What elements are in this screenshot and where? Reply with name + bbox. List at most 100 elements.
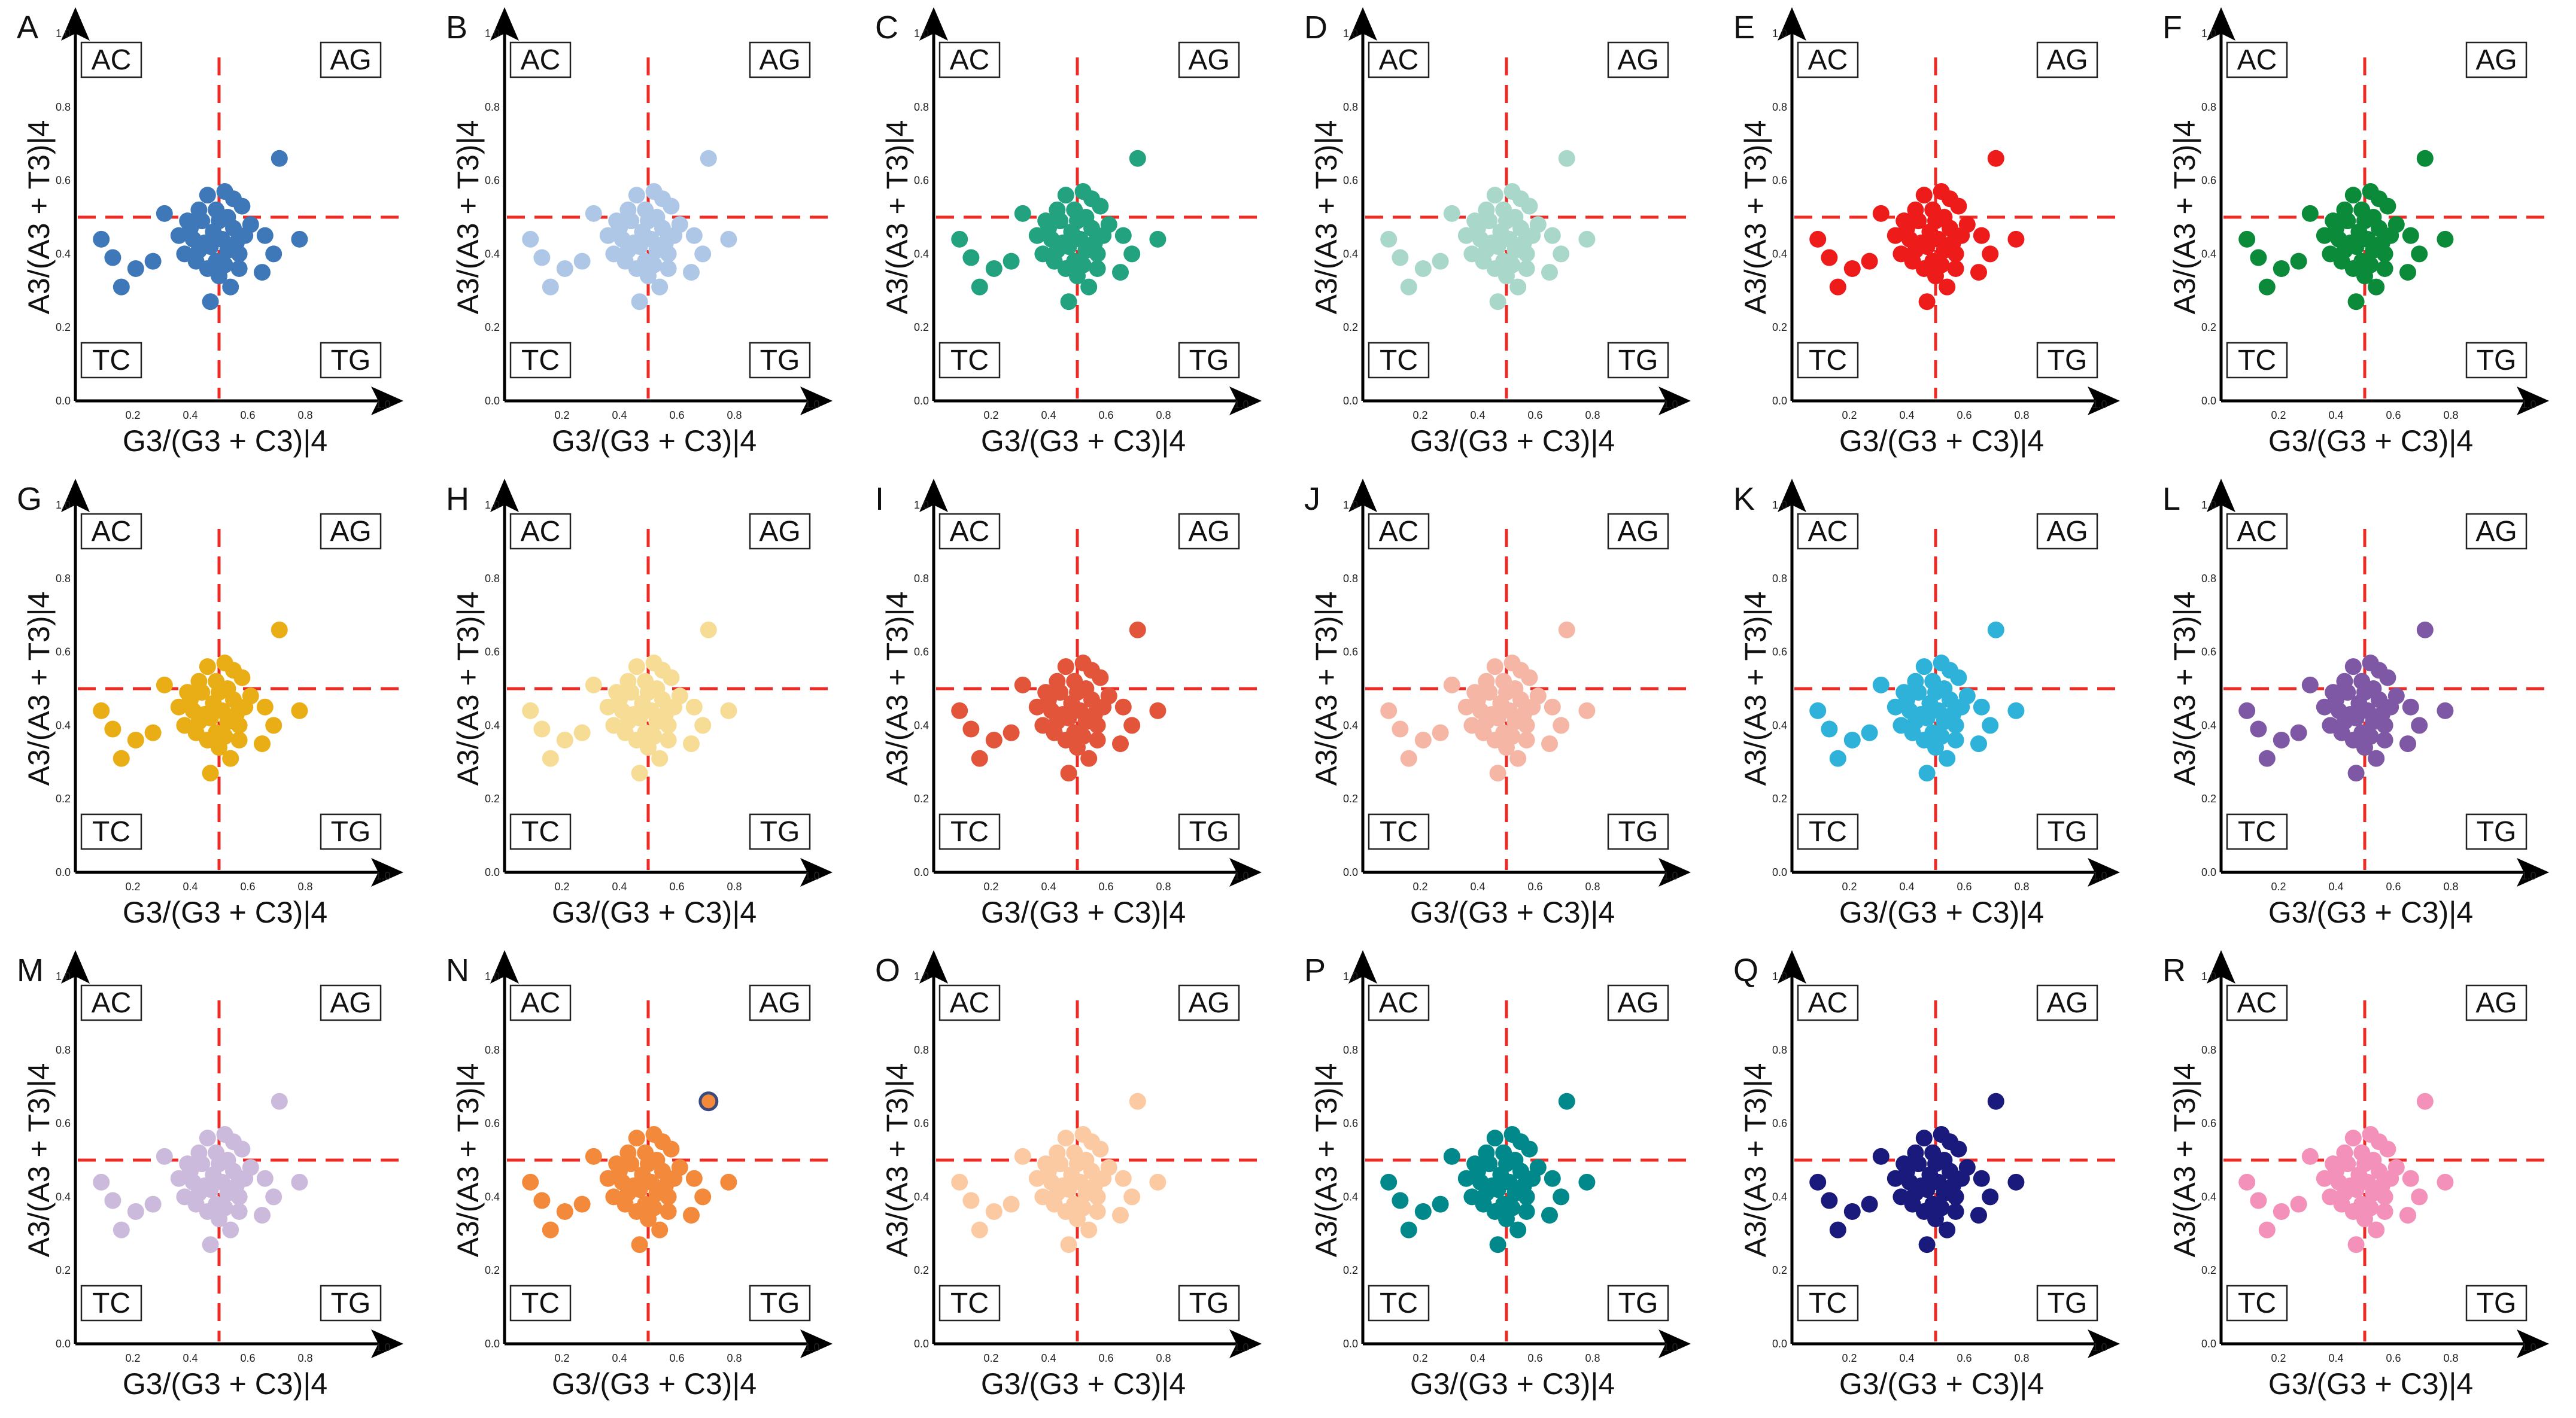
x-tick-label: 1.0	[2092, 870, 2107, 882]
data-point	[1509, 750, 1527, 767]
data-point	[271, 621, 288, 638]
data-point	[1521, 197, 1538, 215]
data-point	[1414, 1203, 1432, 1220]
data-point	[1503, 1199, 1521, 1216]
y-tick-label: 0.8	[1772, 101, 1787, 113]
quadrant-label-tg-box	[1607, 342, 1669, 379]
data-point	[1400, 750, 1417, 767]
y-tick-label: 0.6	[2201, 1118, 2216, 1130]
quadrant-label-ac: AC	[950, 516, 990, 547]
quadrant-label-tc-box	[80, 813, 142, 850]
y-tick-label: 1.0	[56, 28, 71, 39]
data-point	[522, 230, 539, 248]
data-point	[199, 260, 216, 277]
data-point	[645, 1199, 663, 1216]
quadrant-label-ac-box	[1797, 513, 1859, 550]
y-tick-label: 0.4	[56, 1191, 71, 1203]
data-point	[2376, 717, 2393, 734]
data-point	[522, 1173, 539, 1191]
panel-label: F	[2162, 10, 2182, 45]
quadrant-label-tc-box	[2226, 1285, 2288, 1322]
y-tick-label: 0.2	[56, 793, 71, 805]
data-point	[256, 698, 274, 716]
x-axis-title: G3/(G3 + C3)|4	[2268, 1367, 2473, 1401]
quadrant-label-tg-box	[2036, 1285, 2098, 1322]
quadrant-label-tg: TG	[2048, 816, 2088, 848]
y-tick-label: 0.0	[1772, 866, 1787, 878]
data-point	[573, 724, 591, 741]
quadrant-label-tc: TC	[521, 345, 560, 376]
data-point	[1057, 187, 1074, 204]
panel-label: K	[1733, 481, 1755, 517]
quadrant-label-tg: TG	[2477, 1288, 2517, 1319]
data-point	[556, 260, 573, 277]
x-tick-label: 0.6	[1957, 409, 1972, 421]
quadrant-label-ac: AC	[950, 44, 990, 76]
data-point	[1503, 728, 1521, 745]
scatter-panel-g: G 0.2 0.4 0.6 0.8 1.0 0.0 0.2 0.4 0.6 0.8 1.0 G3/(G3…	[17, 479, 406, 929]
data-point	[144, 1195, 162, 1213]
data-point	[113, 750, 130, 767]
data-point	[1486, 260, 1503, 277]
quadrant-label-ag-box	[749, 513, 811, 550]
quadrant-label-tc: TC	[1380, 345, 1418, 376]
data-point	[1861, 252, 1878, 270]
x-axis-arrow	[2088, 387, 2120, 415]
quadrant-label-tg-box	[2465, 1285, 2528, 1322]
quadrant-label-ac-box	[938, 513, 1001, 550]
quadrant-label-tg-box	[2465, 342, 2528, 379]
panel-label: L	[2162, 481, 2180, 517]
data-point	[660, 717, 677, 734]
y-tick-label: 1.0	[914, 970, 929, 982]
data-point	[1034, 245, 1052, 263]
data-point	[1907, 1185, 1924, 1202]
quadrant-label-ag: AG	[2046, 987, 2088, 1019]
y-tick-label: 0.0	[485, 395, 500, 407]
y-axis-arrow	[1778, 950, 1806, 984]
y-tick-label: 0.0	[1343, 395, 1358, 407]
quadrant-label-ag: AG	[1617, 516, 1658, 547]
x-tick-label: 0.8	[1156, 1352, 1171, 1364]
y-axis-title: A3/(A3 + T3)|4	[1310, 120, 1343, 315]
data-point	[542, 750, 559, 767]
data-point	[654, 220, 671, 237]
data-point	[651, 278, 669, 296]
data-point	[1060, 1236, 1077, 1253]
y-tick-label: 0.6	[2201, 646, 2216, 658]
y-tick-label: 0.6	[914, 175, 929, 187]
data-point	[2325, 684, 2342, 701]
x-tick-label: 1.0	[2092, 398, 2107, 410]
data-point	[533, 1192, 551, 1209]
y-axis-arrow	[1348, 950, 1377, 984]
quadrant-label-tc-box	[80, 1285, 142, 1322]
x-tick-label: 0.8	[2014, 409, 2029, 421]
x-tick-label: 0.4	[612, 881, 627, 893]
data-point	[619, 713, 637, 731]
data-point	[1057, 1130, 1074, 1147]
quadrant-label-tg-box	[1178, 813, 1240, 850]
data-point	[951, 1173, 968, 1191]
data-point	[683, 735, 700, 753]
data-point	[1947, 717, 1964, 734]
data-point	[2402, 1170, 2419, 1187]
y-tick-label: 0.6	[485, 1118, 500, 1130]
data-point	[1558, 621, 1575, 638]
x-tick-label: 1.0	[804, 398, 819, 410]
data-point	[2347, 293, 2365, 311]
data-point	[1443, 205, 1460, 222]
x-tick-label: 0.4	[1041, 1352, 1056, 1364]
y-tick-label: 1.0	[2201, 970, 2216, 982]
data-point	[1443, 676, 1460, 693]
scatter-panel-o: O 0.2 0.4 0.6 0.8 1.0 0.0 0.2 0.4 0.6 0.8 1.0 G3/(G3…	[875, 950, 1264, 1401]
scatter-panel-a: A 0.2 0.4 0.6 0.8 1.0 0.0 0.2 0.4 0.6 0.8 1.0 G3/(G3…	[17, 7, 406, 458]
y-axis-title: A3/(A3 + T3)|4	[1310, 592, 1343, 786]
data-point	[1910, 1155, 1927, 1173]
data-point	[1970, 735, 1987, 753]
data-point	[1947, 260, 1964, 277]
x-tick-label: 1.0	[2521, 870, 2536, 882]
data-point	[2376, 731, 2393, 748]
data-point	[522, 702, 539, 719]
y-tick-label: 0.6	[2201, 175, 2216, 187]
data-point	[2379, 1140, 2396, 1158]
